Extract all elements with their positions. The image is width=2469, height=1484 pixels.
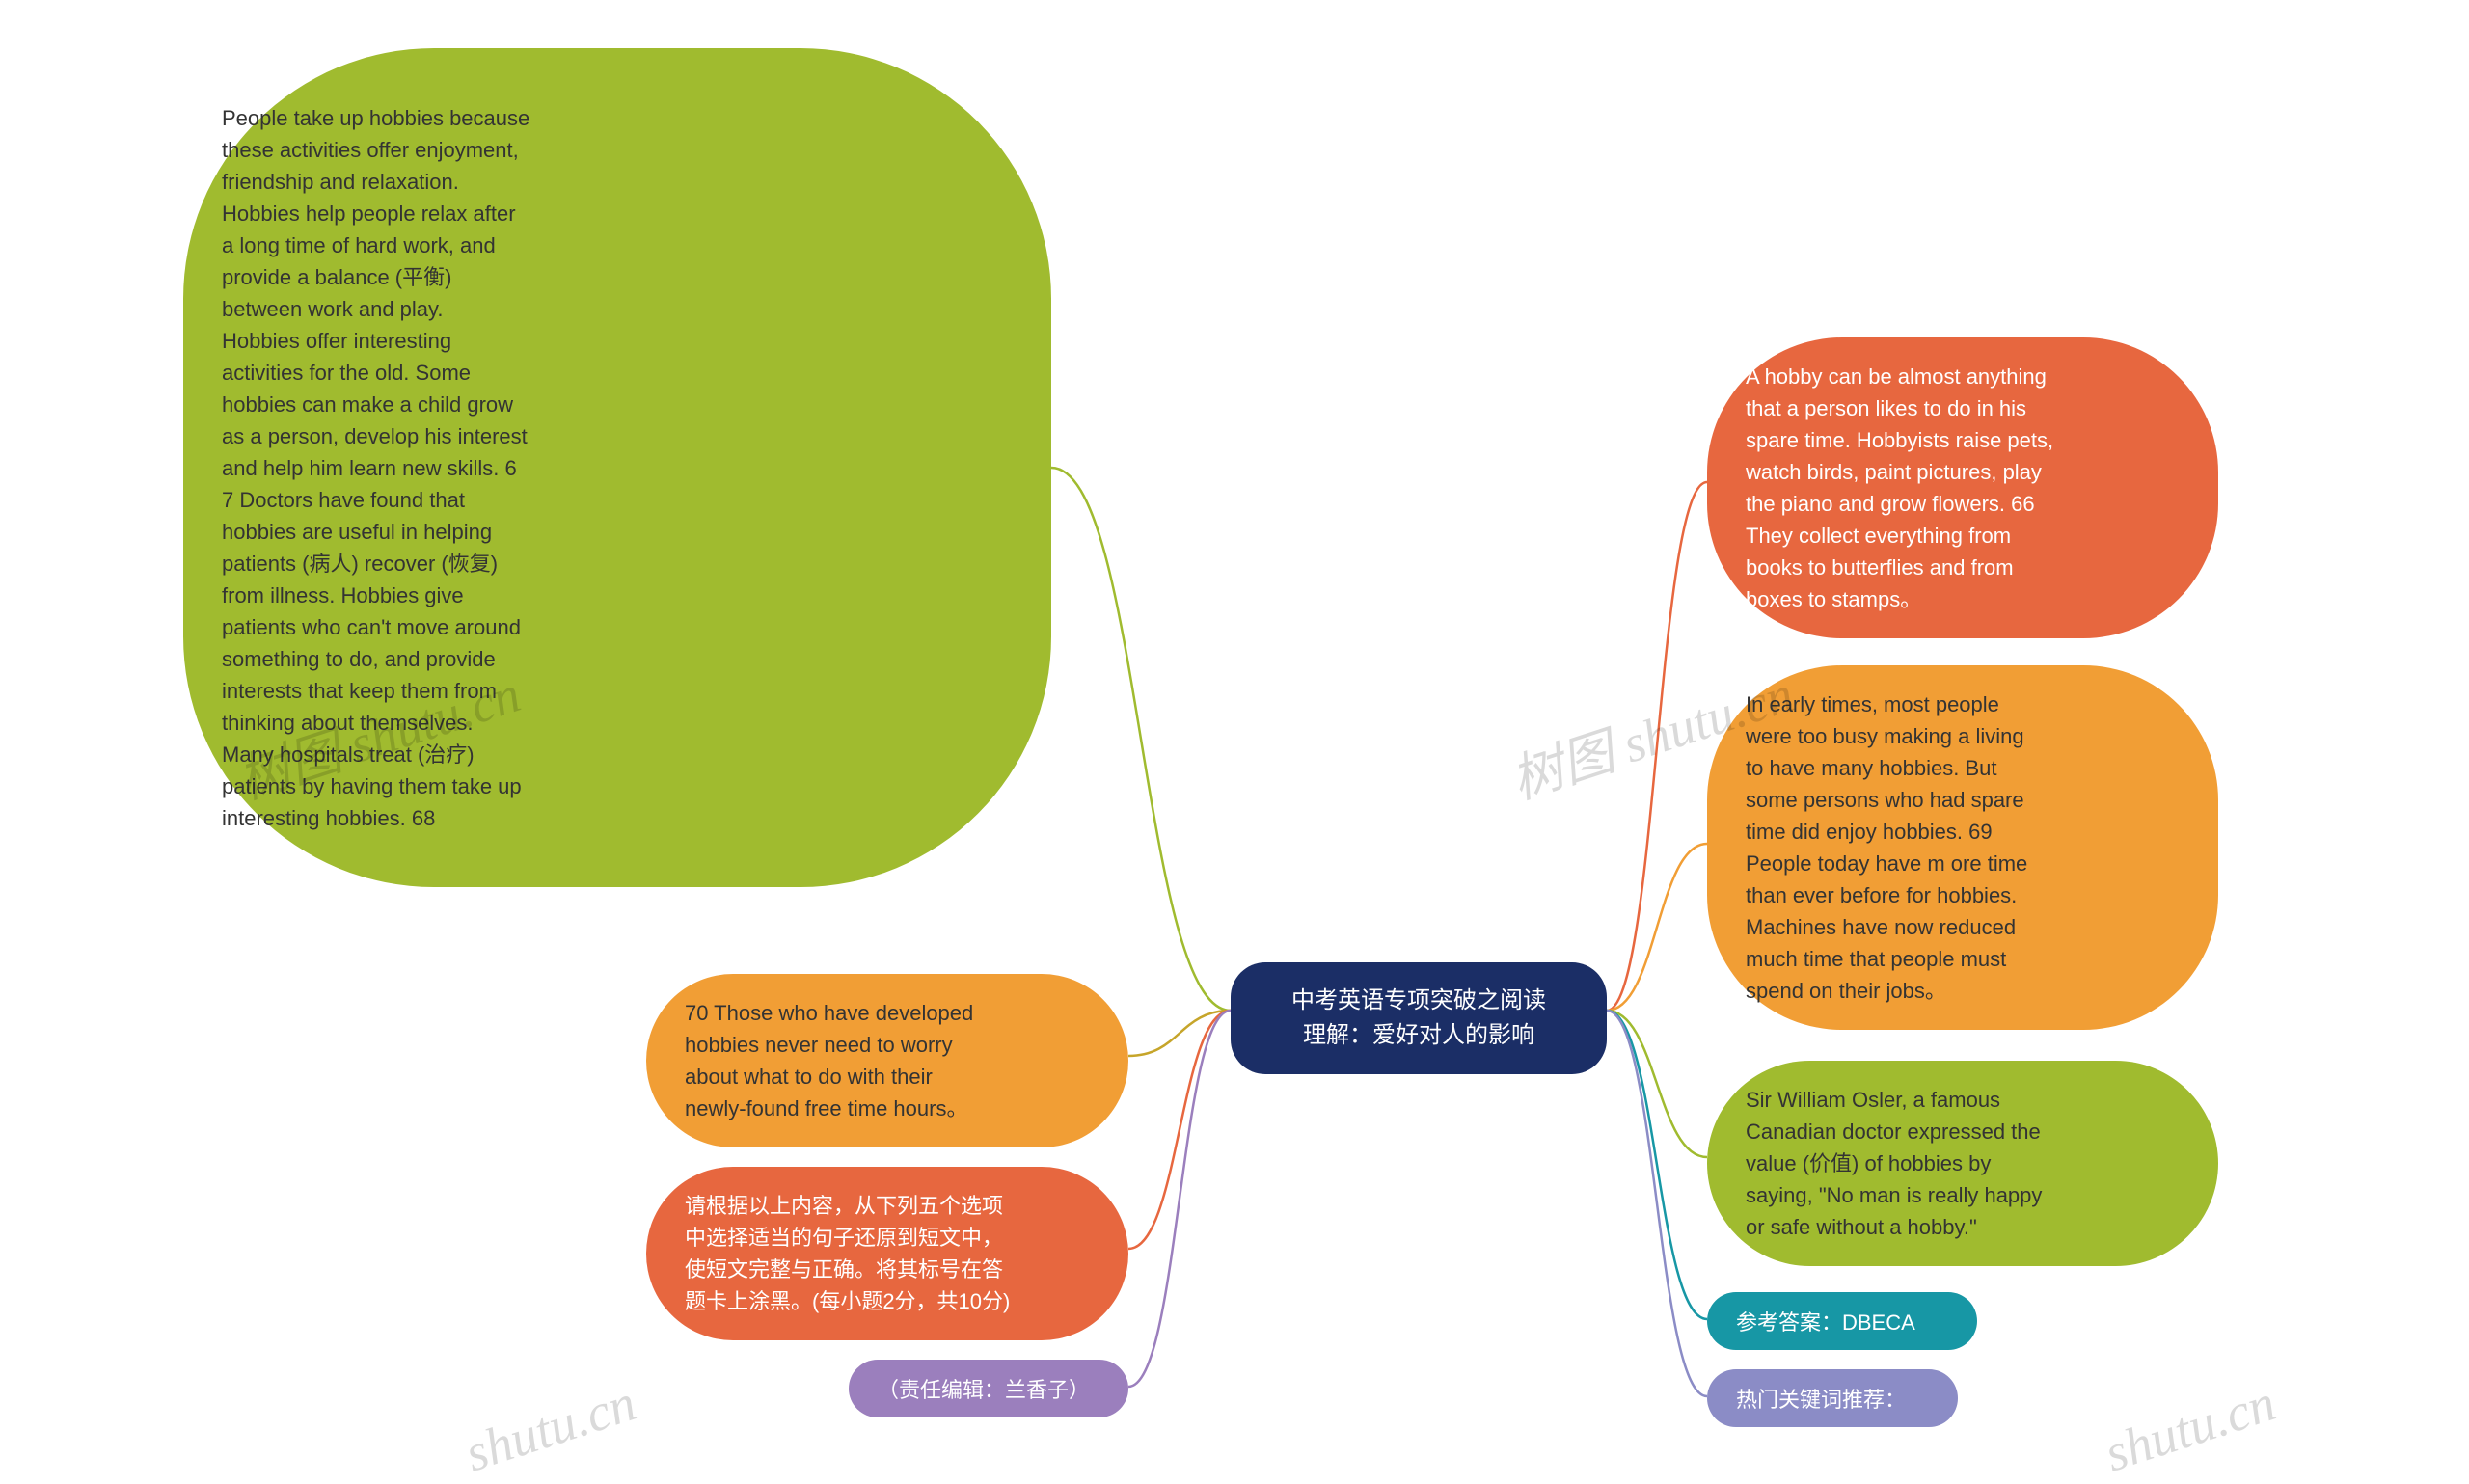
- connector-r3: [1607, 1011, 1707, 1157]
- connector-l4: [1128, 1011, 1231, 1387]
- branch-r5-text: 热门关键词推荐：: [1736, 1383, 1906, 1414]
- watermark: shutu.cn: [458, 1372, 643, 1483]
- connector-l2: [1128, 1011, 1231, 1056]
- connector-l3: [1128, 1011, 1231, 1249]
- connector-l1: [1051, 468, 1231, 1011]
- connector-r4: [1607, 1011, 1707, 1319]
- center-topic-text: 中考英语专项突破之阅读 理解：爱好对人的影响: [1291, 987, 1546, 1048]
- connector-r5: [1607, 1011, 1707, 1396]
- branch-l2-text: 70 Those who have developed hobbies neve…: [685, 997, 973, 1124]
- branch-l4-text: （责任编辑：兰香子）: [878, 1373, 1090, 1404]
- branch-l4: （责任编辑：兰香子）: [849, 1360, 1128, 1417]
- branch-r5: 热门关键词推荐：: [1707, 1369, 1958, 1427]
- branch-l3: 请根据以上内容，从下列五个选项 中选择适当的句子还原到短文中， 使短文完整与正确…: [646, 1167, 1128, 1340]
- branch-r3: Sir William Osler, a famous Canadian doc…: [1707, 1061, 2218, 1266]
- branch-r1-text: A hobby can be almost anything that a pe…: [1746, 361, 2053, 615]
- watermark: shutu.cn: [2098, 1372, 2283, 1483]
- branch-r3-text: Sir William Osler, a famous Canadian doc…: [1746, 1084, 2042, 1243]
- branch-l3-text: 请根据以上内容，从下列五个选项 中选择适当的句子还原到短文中， 使短文完整与正确…: [685, 1190, 1010, 1317]
- branch-l2: 70 Those who have developed hobbies neve…: [646, 974, 1128, 1147]
- branch-r4: 参考答案：DBECA: [1707, 1292, 1977, 1350]
- connector-r2: [1607, 844, 1707, 1011]
- branch-r1: A hobby can be almost anything that a pe…: [1707, 337, 2218, 638]
- center-topic: 中考英语专项突破之阅读 理解：爱好对人的影响: [1231, 962, 1607, 1074]
- branch-r4-text: 参考答案：DBECA: [1736, 1306, 1915, 1336]
- branch-r2-text: In early times, most people were too bus…: [1746, 688, 2027, 1007]
